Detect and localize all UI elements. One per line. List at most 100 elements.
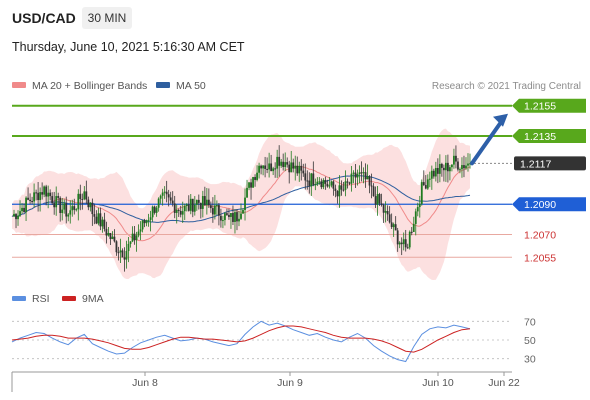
legend-swatch bbox=[12, 82, 26, 88]
candle-body bbox=[187, 204, 190, 211]
candle-body bbox=[169, 197, 172, 201]
candle-body bbox=[272, 168, 275, 172]
candle-body bbox=[41, 192, 44, 195]
candle-body bbox=[354, 172, 357, 178]
candle-body bbox=[254, 177, 256, 180]
candle-body bbox=[428, 178, 431, 180]
candle-body bbox=[457, 161, 459, 170]
candle-body bbox=[314, 184, 317, 186]
candle-body bbox=[300, 165, 303, 171]
candle-body bbox=[465, 165, 467, 169]
candle-body bbox=[35, 192, 38, 194]
candle-body bbox=[183, 205, 186, 212]
candle-body bbox=[348, 182, 351, 184]
candle-body bbox=[396, 230, 399, 245]
level-box bbox=[512, 197, 586, 212]
current-price-label: 1.2117 bbox=[520, 158, 551, 170]
candle-body bbox=[338, 185, 341, 197]
candle-body bbox=[59, 197, 62, 214]
candle-body bbox=[177, 209, 180, 211]
candle-body bbox=[105, 228, 108, 236]
timeframe-button[interactable]: 30 MIN bbox=[82, 7, 132, 29]
candle-body bbox=[364, 172, 367, 180]
level-box bbox=[512, 98, 586, 113]
candle-body bbox=[119, 250, 122, 253]
candle-body bbox=[189, 198, 192, 211]
candle-body bbox=[201, 196, 204, 209]
candle-body bbox=[111, 236, 114, 240]
watermark-text: Research © 2021 Trading Central bbox=[432, 81, 581, 92]
candle-body bbox=[61, 209, 64, 214]
candle-body bbox=[27, 197, 29, 200]
candle-body bbox=[157, 198, 160, 208]
level-label: 1.2155 bbox=[524, 101, 556, 113]
candle-body bbox=[324, 179, 327, 184]
candle-body bbox=[145, 220, 148, 224]
candle-body bbox=[93, 214, 96, 217]
candle-body bbox=[232, 213, 234, 222]
candle-body bbox=[268, 163, 271, 170]
candle-body bbox=[298, 165, 301, 174]
candle-body bbox=[238, 218, 240, 222]
candle-body bbox=[103, 219, 106, 229]
candle-body bbox=[461, 165, 463, 170]
arrow-shaft bbox=[470, 118, 504, 166]
candle-body bbox=[376, 194, 379, 205]
candle-body bbox=[71, 206, 74, 211]
candle-body bbox=[193, 204, 196, 212]
candle-body bbox=[81, 198, 84, 200]
candle-body bbox=[352, 172, 355, 174]
candle-body bbox=[442, 167, 445, 171]
candle-body bbox=[286, 162, 289, 165]
candle-body bbox=[107, 232, 110, 236]
candle-body bbox=[426, 179, 429, 189]
candle-body bbox=[117, 252, 120, 254]
candle-body bbox=[167, 194, 170, 198]
price-levels: 1.2155 1.2135 1.2117 1.2090 1.2070 1.2055 bbox=[12, 98, 586, 264]
osc-tick-label: 70 bbox=[524, 316, 536, 328]
candle-body bbox=[143, 220, 146, 224]
candle-body bbox=[17, 215, 19, 220]
candle-body bbox=[13, 213, 15, 217]
candle-body bbox=[139, 229, 142, 232]
candle-body bbox=[310, 173, 313, 187]
candle-body bbox=[63, 203, 66, 210]
candle-body bbox=[199, 202, 202, 209]
candle-body bbox=[332, 181, 335, 189]
candle-body bbox=[135, 235, 138, 241]
candle-body bbox=[15, 213, 17, 220]
candle-body bbox=[173, 203, 176, 213]
candle-body bbox=[242, 209, 244, 214]
candle-body bbox=[244, 197, 246, 210]
candle-body bbox=[209, 205, 212, 209]
candle-body bbox=[133, 233, 136, 241]
price-legend: MA 20 + Bollinger Bands MA 50 Research © 2… bbox=[12, 80, 581, 92]
candle-body bbox=[418, 203, 421, 208]
rsi-panel: RSI 9MA 70 50 30 bbox=[11, 293, 536, 366]
candle-body bbox=[412, 223, 415, 232]
candle-body bbox=[55, 196, 58, 208]
candle-body bbox=[153, 206, 156, 213]
candle-body bbox=[346, 181, 349, 183]
arrow-head bbox=[493, 113, 508, 127]
candle-body bbox=[175, 209, 178, 213]
candle-body bbox=[181, 211, 184, 215]
candle-body bbox=[218, 205, 220, 216]
candle-body bbox=[340, 185, 343, 190]
candle-body bbox=[296, 165, 299, 174]
candle-body bbox=[434, 168, 437, 177]
candle-body bbox=[312, 173, 315, 185]
candle-body bbox=[304, 173, 307, 181]
candle-body bbox=[422, 182, 425, 186]
candle-body bbox=[85, 191, 88, 200]
candle-body bbox=[165, 191, 168, 195]
chart-header: USD/CAD 30 MIN Thursday, June 10, 2021 5… bbox=[0, 0, 590, 64]
candle-body bbox=[432, 170, 435, 177]
candle-body bbox=[246, 187, 248, 198]
candle-body bbox=[390, 222, 393, 228]
candle-body bbox=[320, 181, 323, 188]
candle-body bbox=[45, 186, 48, 197]
candle-body bbox=[240, 213, 242, 219]
osc-tick-label: 30 bbox=[524, 354, 536, 366]
candle-body bbox=[49, 192, 52, 197]
